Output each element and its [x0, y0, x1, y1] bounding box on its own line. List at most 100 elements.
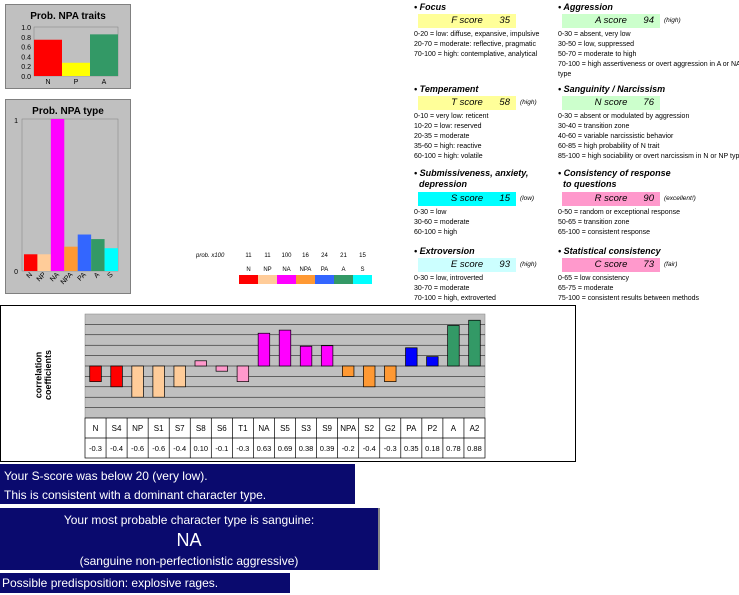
prob-legend-category: NP	[263, 267, 271, 273]
trait-desc-line: 30-60 = moderate	[414, 219, 470, 226]
prob-legend-category: N	[246, 267, 250, 273]
predisposition-box: Possible predisposition: explosive rages…	[0, 573, 290, 593]
trait-title: • Statistical consistency	[558, 246, 661, 256]
prob-legend-value: 24	[321, 253, 328, 259]
trait-score-label: T score	[451, 97, 483, 108]
trait-title-line2: depression	[419, 179, 468, 189]
trait-desc-line: 40-60 = variable narcissistic behavior	[558, 133, 674, 140]
trait-score-value: 94	[643, 15, 654, 26]
prob-legend-category: A	[341, 267, 345, 273]
type-bar	[64, 246, 78, 271]
corr-category-label: S5	[280, 424, 290, 433]
trait-score-value: 93	[499, 259, 510, 270]
prob-legend-value: 11	[264, 253, 271, 259]
corr-value-label: -0.4	[110, 444, 123, 453]
trait-title: • Aggression	[558, 2, 613, 12]
type-bar	[50, 119, 65, 271]
corr-value-label: 0.39	[320, 444, 335, 453]
trait-score-label: N score	[594, 97, 628, 108]
trait-desc-line: 35-60 = high: reactive	[414, 143, 482, 150]
prob-legend-swatch	[353, 275, 372, 284]
corr-bar	[110, 365, 123, 388]
prob-legend-category: S	[360, 267, 364, 273]
corr-category-label: NPA	[340, 424, 357, 433]
trait-title: • Consistency of response	[558, 168, 671, 178]
corr-category-label: G2	[385, 424, 396, 433]
corr-bar	[89, 365, 102, 382]
trait-score-label: F score	[451, 15, 483, 26]
corr-bar	[173, 365, 186, 388]
traits-bar	[90, 34, 118, 76]
corr-bar	[384, 365, 397, 382]
corr-category-label: T1	[238, 424, 248, 433]
traits-y-tick: 0.6	[21, 45, 31, 52]
trait-block: • Consistency of response to questions R …	[558, 168, 718, 236]
prob-legend-swatch	[296, 275, 315, 284]
corr-ylabel: correlationcoefficients	[33, 350, 53, 400]
corr-value-label: 0.10	[193, 444, 208, 453]
corr-category-label: S9	[322, 424, 332, 433]
corr-value-label: -0.3	[384, 444, 397, 453]
trait-desc-line: 75-100 = consistent results between meth…	[558, 295, 700, 302]
corr-bar	[299, 345, 313, 367]
result-line-1: Your S-score was below 20 (very low).	[4, 469, 208, 483]
type-chart-panel: Prob. NPA type 1 0 N NP NA NPA PA A S	[5, 99, 131, 294]
traits-y-tick: 0.2	[21, 64, 31, 71]
traits-bar	[34, 39, 62, 76]
prob-legend-value: 21	[340, 253, 347, 259]
trait-score: T score 58	[418, 96, 516, 110]
type-y-tick: 0	[14, 269, 18, 276]
prob-legend-value: 11	[245, 253, 252, 259]
corr-ylabel-line: coefficients	[43, 350, 53, 400]
corr-bar	[363, 365, 376, 388]
type-bar	[91, 239, 105, 271]
prob-legend-category: NA	[282, 267, 290, 273]
trait-score: F score 35	[418, 14, 516, 28]
trait-desc-line: 60-85 = high probability of N trait	[558, 143, 660, 150]
trait-desc-line: 50-70 = moderate to high	[558, 51, 637, 58]
corr-bar	[215, 365, 228, 372]
corr-category-label: A	[451, 424, 457, 433]
corr-category-label: NP	[132, 424, 143, 433]
traits-y-tick: 0.8	[21, 35, 31, 42]
traits-chart-title: Prob. NPA traits	[30, 11, 106, 22]
prob-legend-category: NPA	[300, 267, 312, 273]
probable-type-desc: (sanguine non-perfectionistic aggressive…	[79, 554, 299, 568]
trait-desc-line: 0-10 = very low: reticent	[414, 113, 489, 120]
trait-score-value: 76	[643, 97, 654, 108]
trait-title: • Sanguinity / Narcissism	[558, 84, 666, 94]
trait-title: • Extroversion	[414, 246, 475, 256]
trait-qualifier: (fair)	[664, 261, 678, 268]
corr-category-label: S3	[301, 424, 311, 433]
prob-legend-value: 15	[359, 253, 366, 259]
corr-category-label: S1	[154, 424, 164, 433]
trait-score: E score 93	[418, 258, 516, 272]
type-x-tick: S	[106, 271, 114, 279]
trait-qualifier: (excellent!)	[664, 195, 696, 202]
corr-category-label: NA	[258, 424, 270, 433]
corr-bar	[342, 365, 355, 377]
trait-desc-line: 70-100 = high assertiveness or overt agg…	[558, 61, 739, 68]
prob-legend-swatch	[277, 275, 296, 284]
trait-desc-line: 50-65 = transition zone	[558, 219, 630, 226]
trait-title: • Temperament	[414, 84, 479, 94]
corr-bar	[236, 365, 250, 382]
type-x-tick: NP	[36, 271, 48, 283]
corr-value-label: -0.4	[363, 444, 376, 453]
trait-desc-line: 65-75 = moderate	[558, 285, 614, 292]
prob-legend-swatch	[315, 275, 334, 284]
type-chart-title: Prob. NPA type	[32, 106, 104, 117]
trait-desc-line: 30-50 = low, suppressed	[558, 41, 635, 48]
trait-score: R score 90	[562, 192, 660, 206]
trait-score: S score 15	[418, 192, 516, 206]
traits-y-tick: 0.4	[21, 54, 31, 61]
trait-desc-line: 10-20 = low: reserved	[414, 123, 482, 130]
corr-value-label: 0.18	[425, 444, 440, 453]
type-x-tick: A	[93, 271, 101, 279]
trait-desc-line: 0-30 = absent, very low	[558, 31, 631, 38]
trait-desc-line: type	[558, 71, 572, 78]
trait-score: C score 73	[562, 258, 660, 272]
corr-bar	[131, 365, 144, 398]
prob-legend-label: prob. x100	[196, 253, 225, 259]
corr-category-label: S8	[196, 424, 206, 433]
